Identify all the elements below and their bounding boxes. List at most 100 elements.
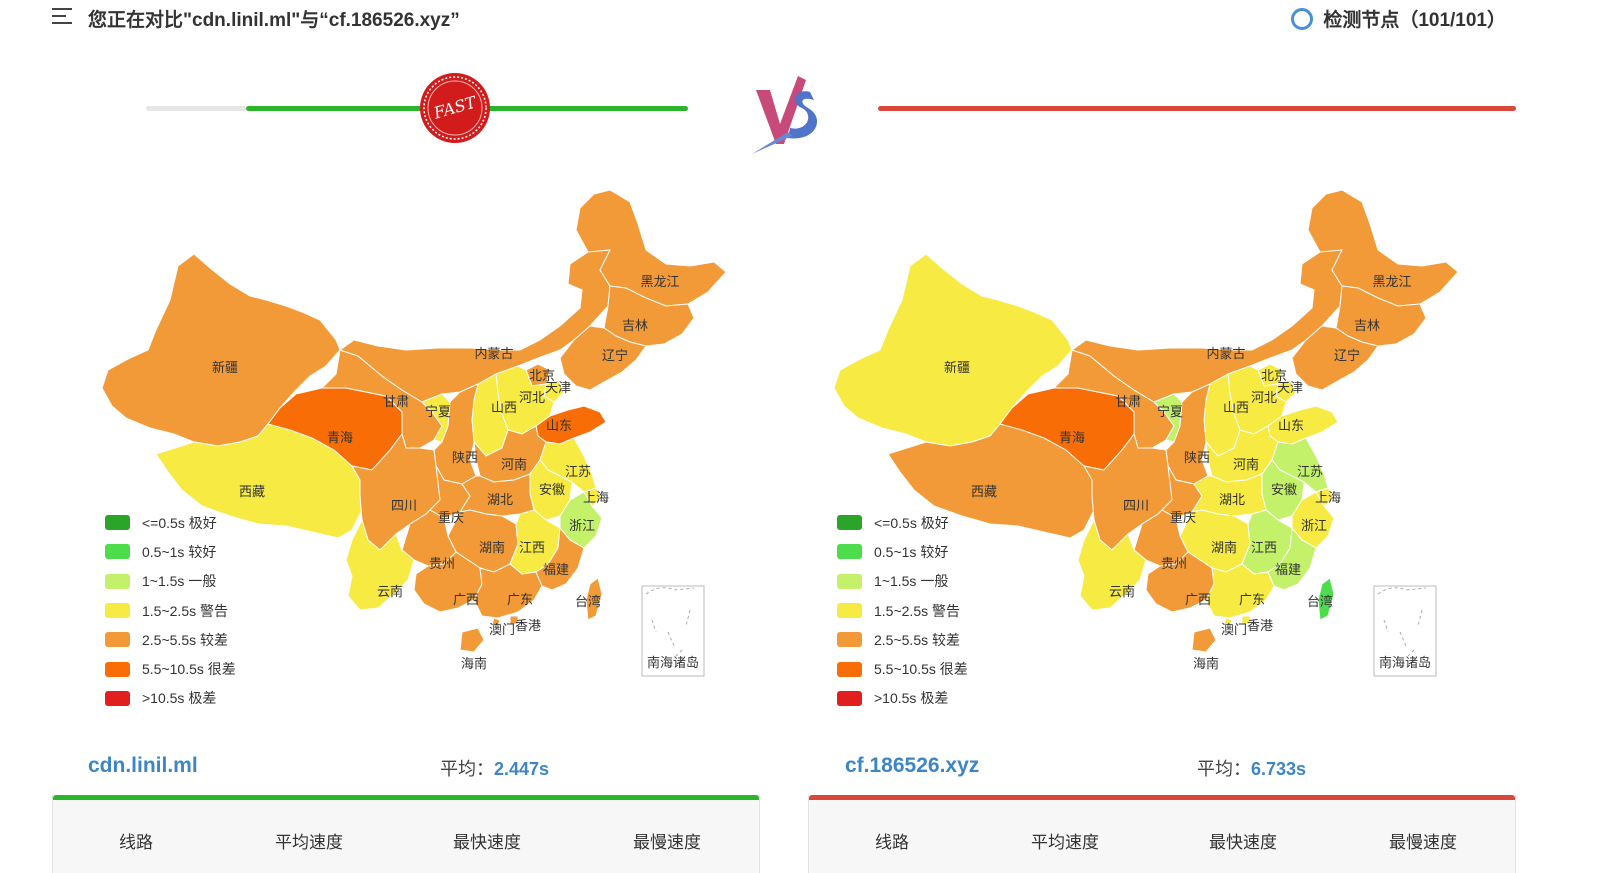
legend-item[interactable]: 0.5~1s 较好 [105, 537, 236, 566]
province-label: 西藏 [239, 485, 265, 500]
province-region[interactable] [1267, 526, 1317, 591]
province-label: 陕西 [1184, 451, 1210, 466]
province-label: 宁夏 [425, 404, 451, 420]
province-region[interactable] [559, 325, 647, 391]
province-label: 山东 [1278, 419, 1304, 434]
site-name-left[interactable]: cdn.linil.ml [88, 754, 198, 777]
right-speed-bar [878, 106, 1516, 111]
column-route[interactable]: 线路 [875, 833, 909, 852]
province-region[interactable] [1205, 563, 1275, 619]
province-label: 辽宁 [602, 348, 628, 364]
province-region[interactable] [1077, 518, 1147, 611]
province-label: 江西 [519, 541, 545, 556]
legend-swatch [105, 632, 130, 648]
legend-item[interactable]: 1.5~2.5s 警告 [105, 596, 236, 625]
legend-item[interactable]: <=0.5s 极好 [105, 508, 236, 537]
province-label: 江苏 [1297, 464, 1323, 480]
legend-item[interactable]: 2.5~5.5s 较差 [105, 625, 236, 654]
province-region[interactable] [1317, 577, 1335, 621]
province-region[interactable] [491, 617, 501, 627]
province-region[interactable] [459, 627, 485, 653]
province-label: 吉林 [622, 319, 648, 334]
legend-item[interactable]: <=0.5s 极好 [837, 508, 968, 537]
province-label: 天津 [545, 381, 571, 396]
south-sea-inset: 南海诸岛 [1373, 585, 1437, 677]
province-label: 河南 [1233, 457, 1259, 473]
province-region[interactable] [1223, 617, 1233, 627]
province-label: 河北 [1251, 391, 1277, 406]
left-speed-bar-track [146, 106, 246, 111]
table-accent-bar [53, 795, 759, 800]
column-average-speed[interactable]: 平均速度 [275, 833, 343, 852]
site-name-right[interactable]: cf.186526.xyz [845, 754, 980, 777]
province-region[interactable] [535, 526, 585, 591]
speed-legend: <=0.5s 极好 0.5~1s 较好 1~1.5s 一般 1.5~2.5s 警告 2.… [837, 508, 968, 713]
menu-icon[interactable] [52, 8, 74, 26]
province-region[interactable] [1291, 491, 1335, 549]
province-label: 湖北 [487, 493, 513, 508]
province-label: 云南 [1109, 584, 1135, 600]
province-region[interactable] [1241, 615, 1251, 625]
province-region[interactable] [1191, 627, 1217, 653]
legend-item[interactable]: 5.5~10.5s 很差 [837, 654, 968, 683]
province-region[interactable] [1291, 325, 1379, 391]
column-fastest-speed[interactable]: 最快速度 [1209, 833, 1277, 852]
legend-swatch [105, 603, 130, 619]
province-label: 湖南 [479, 540, 505, 556]
province-region[interactable] [559, 491, 603, 549]
province-label: 广西 [453, 593, 479, 608]
province-label: 台湾 [1307, 594, 1333, 610]
province-label: 黑龙江 [1372, 275, 1411, 290]
province-label: 山东 [546, 419, 572, 434]
legend-swatch [105, 515, 130, 531]
province-label: 青海 [327, 431, 353, 446]
province-label: 北京 [1261, 369, 1287, 384]
legend-item[interactable]: >10.5s 极差 [837, 684, 968, 713]
province-label: 四川 [1123, 499, 1149, 514]
legend-swatch [837, 632, 862, 648]
column-slowest-speed[interactable]: 最慢速度 [1389, 833, 1457, 852]
legend-swatch [837, 515, 862, 531]
legend-item[interactable]: 5.5~10.5s 很差 [105, 654, 236, 683]
average-value: 6.733s [1251, 759, 1307, 779]
page-title: 您正在对比"cdn.linil.ml"与“cf.186526.xyz” [88, 10, 460, 31]
province-label: 内蒙古 [1206, 346, 1245, 362]
node-status[interactable]: 检测节点（101/101） [1291, 5, 1506, 32]
legend-label: 1~1.5s 一般 [874, 573, 949, 590]
table-accent-bar [809, 795, 1515, 800]
province-region[interactable] [473, 563, 543, 619]
province-region[interactable] [509, 615, 519, 625]
legend-swatch [105, 661, 130, 677]
legend-item[interactable]: 1~1.5s 一般 [837, 567, 968, 596]
province-region[interactable] [585, 577, 603, 621]
province-label: 甘肃 [1115, 395, 1141, 410]
south-sea-label: 南海诸岛 [647, 655, 699, 671]
china-map-left: 新疆 西藏 青海 甘肃 内蒙古 黑龙江 吉林 辽宁 北京 天津 河北 山西 山东 宁夏 陕西 河南 江苏 安徽 上海… [90, 180, 770, 706]
province-label: 福建 [543, 563, 569, 578]
legend-item[interactable]: 2.5~5.5s 较差 [837, 625, 968, 654]
province-label: 河北 [519, 391, 545, 406]
province-label: 内蒙古 [474, 346, 513, 362]
average-label: 平均： [440, 759, 494, 779]
legend-item[interactable]: >10.5s 极差 [105, 684, 236, 713]
legend-swatch [837, 661, 862, 677]
province-region[interactable] [345, 518, 415, 611]
legend-item[interactable]: 1~1.5s 一般 [105, 567, 236, 596]
province-label: 西藏 [971, 485, 997, 500]
column-route[interactable]: 线路 [119, 833, 153, 852]
legend-item[interactable]: 1.5~2.5s 警告 [837, 596, 968, 625]
province-label: 湖南 [1211, 540, 1237, 556]
column-fastest-speed[interactable]: 最快速度 [453, 833, 521, 852]
south-sea-inset: 南海诸岛 [641, 585, 705, 677]
legend-item[interactable]: 0.5~1s 较好 [837, 537, 968, 566]
column-average-speed[interactable]: 平均速度 [1031, 833, 1099, 852]
legend-label: >10.5s 极差 [874, 690, 949, 707]
column-slowest-speed[interactable]: 最慢速度 [633, 833, 701, 852]
legend-label: 0.5~1s 较好 [142, 543, 217, 560]
node-count-label: 检测节点（101/101） [1323, 10, 1506, 31]
province-label: 广东 [1239, 593, 1265, 608]
result-table-left: 线路 平均速度 最快速度 最慢速度 [52, 795, 760, 873]
